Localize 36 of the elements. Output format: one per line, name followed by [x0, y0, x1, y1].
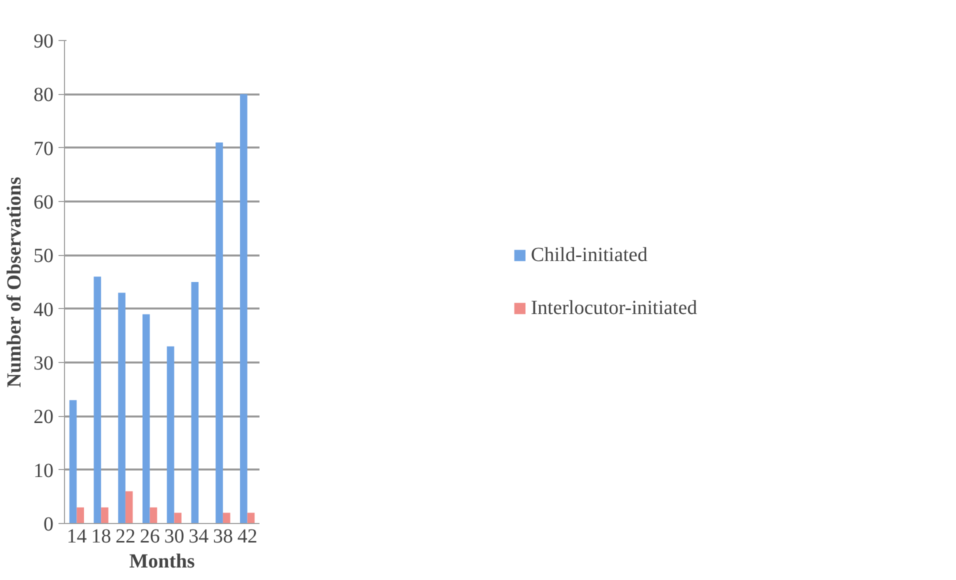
bar — [174, 512, 182, 524]
x-tick-label: 42 — [237, 526, 258, 548]
bar — [222, 512, 230, 524]
y-axis-title: Number of Observations — [4, 176, 26, 388]
y-tick-label: 0 — [44, 514, 54, 536]
y-tick-label: 10 — [34, 460, 54, 482]
x-tick-label: 34 — [188, 526, 209, 548]
bar — [76, 507, 84, 524]
bar — [94, 276, 102, 524]
x-tick-label: 26 — [140, 526, 160, 548]
y-tick-label: 70 — [34, 138, 54, 160]
bar — [216, 142, 223, 524]
x-tick-label: 14 — [66, 526, 87, 548]
bar — [69, 400, 77, 524]
y-tick-label: 60 — [34, 192, 54, 214]
bar — [125, 491, 133, 524]
y-tick-label: 30 — [34, 352, 54, 374]
legend-label: Interlocutor-initiated — [530, 296, 698, 320]
y-tick-label: 90 — [34, 30, 54, 52]
x-axis-title: Months — [129, 550, 195, 572]
x-tick-label: 30 — [164, 526, 184, 548]
bar — [166, 346, 174, 524]
bar — [101, 507, 108, 524]
bar — [240, 94, 248, 524]
bar — [150, 507, 158, 524]
y-tick-label: 50 — [34, 245, 54, 268]
x-tick-label: 38 — [212, 526, 233, 548]
y-tick-label: 80 — [34, 84, 54, 106]
y-tick-label: 20 — [34, 406, 54, 428]
bar — [142, 314, 150, 524]
legend-label: Child-initiated — [530, 244, 648, 266]
bar — [191, 282, 199, 524]
y-tick-label: 40 — [34, 298, 54, 321]
x-tick-label: 22 — [115, 526, 136, 548]
x-tick-label: 18 — [91, 526, 112, 548]
bar — [118, 292, 126, 524]
